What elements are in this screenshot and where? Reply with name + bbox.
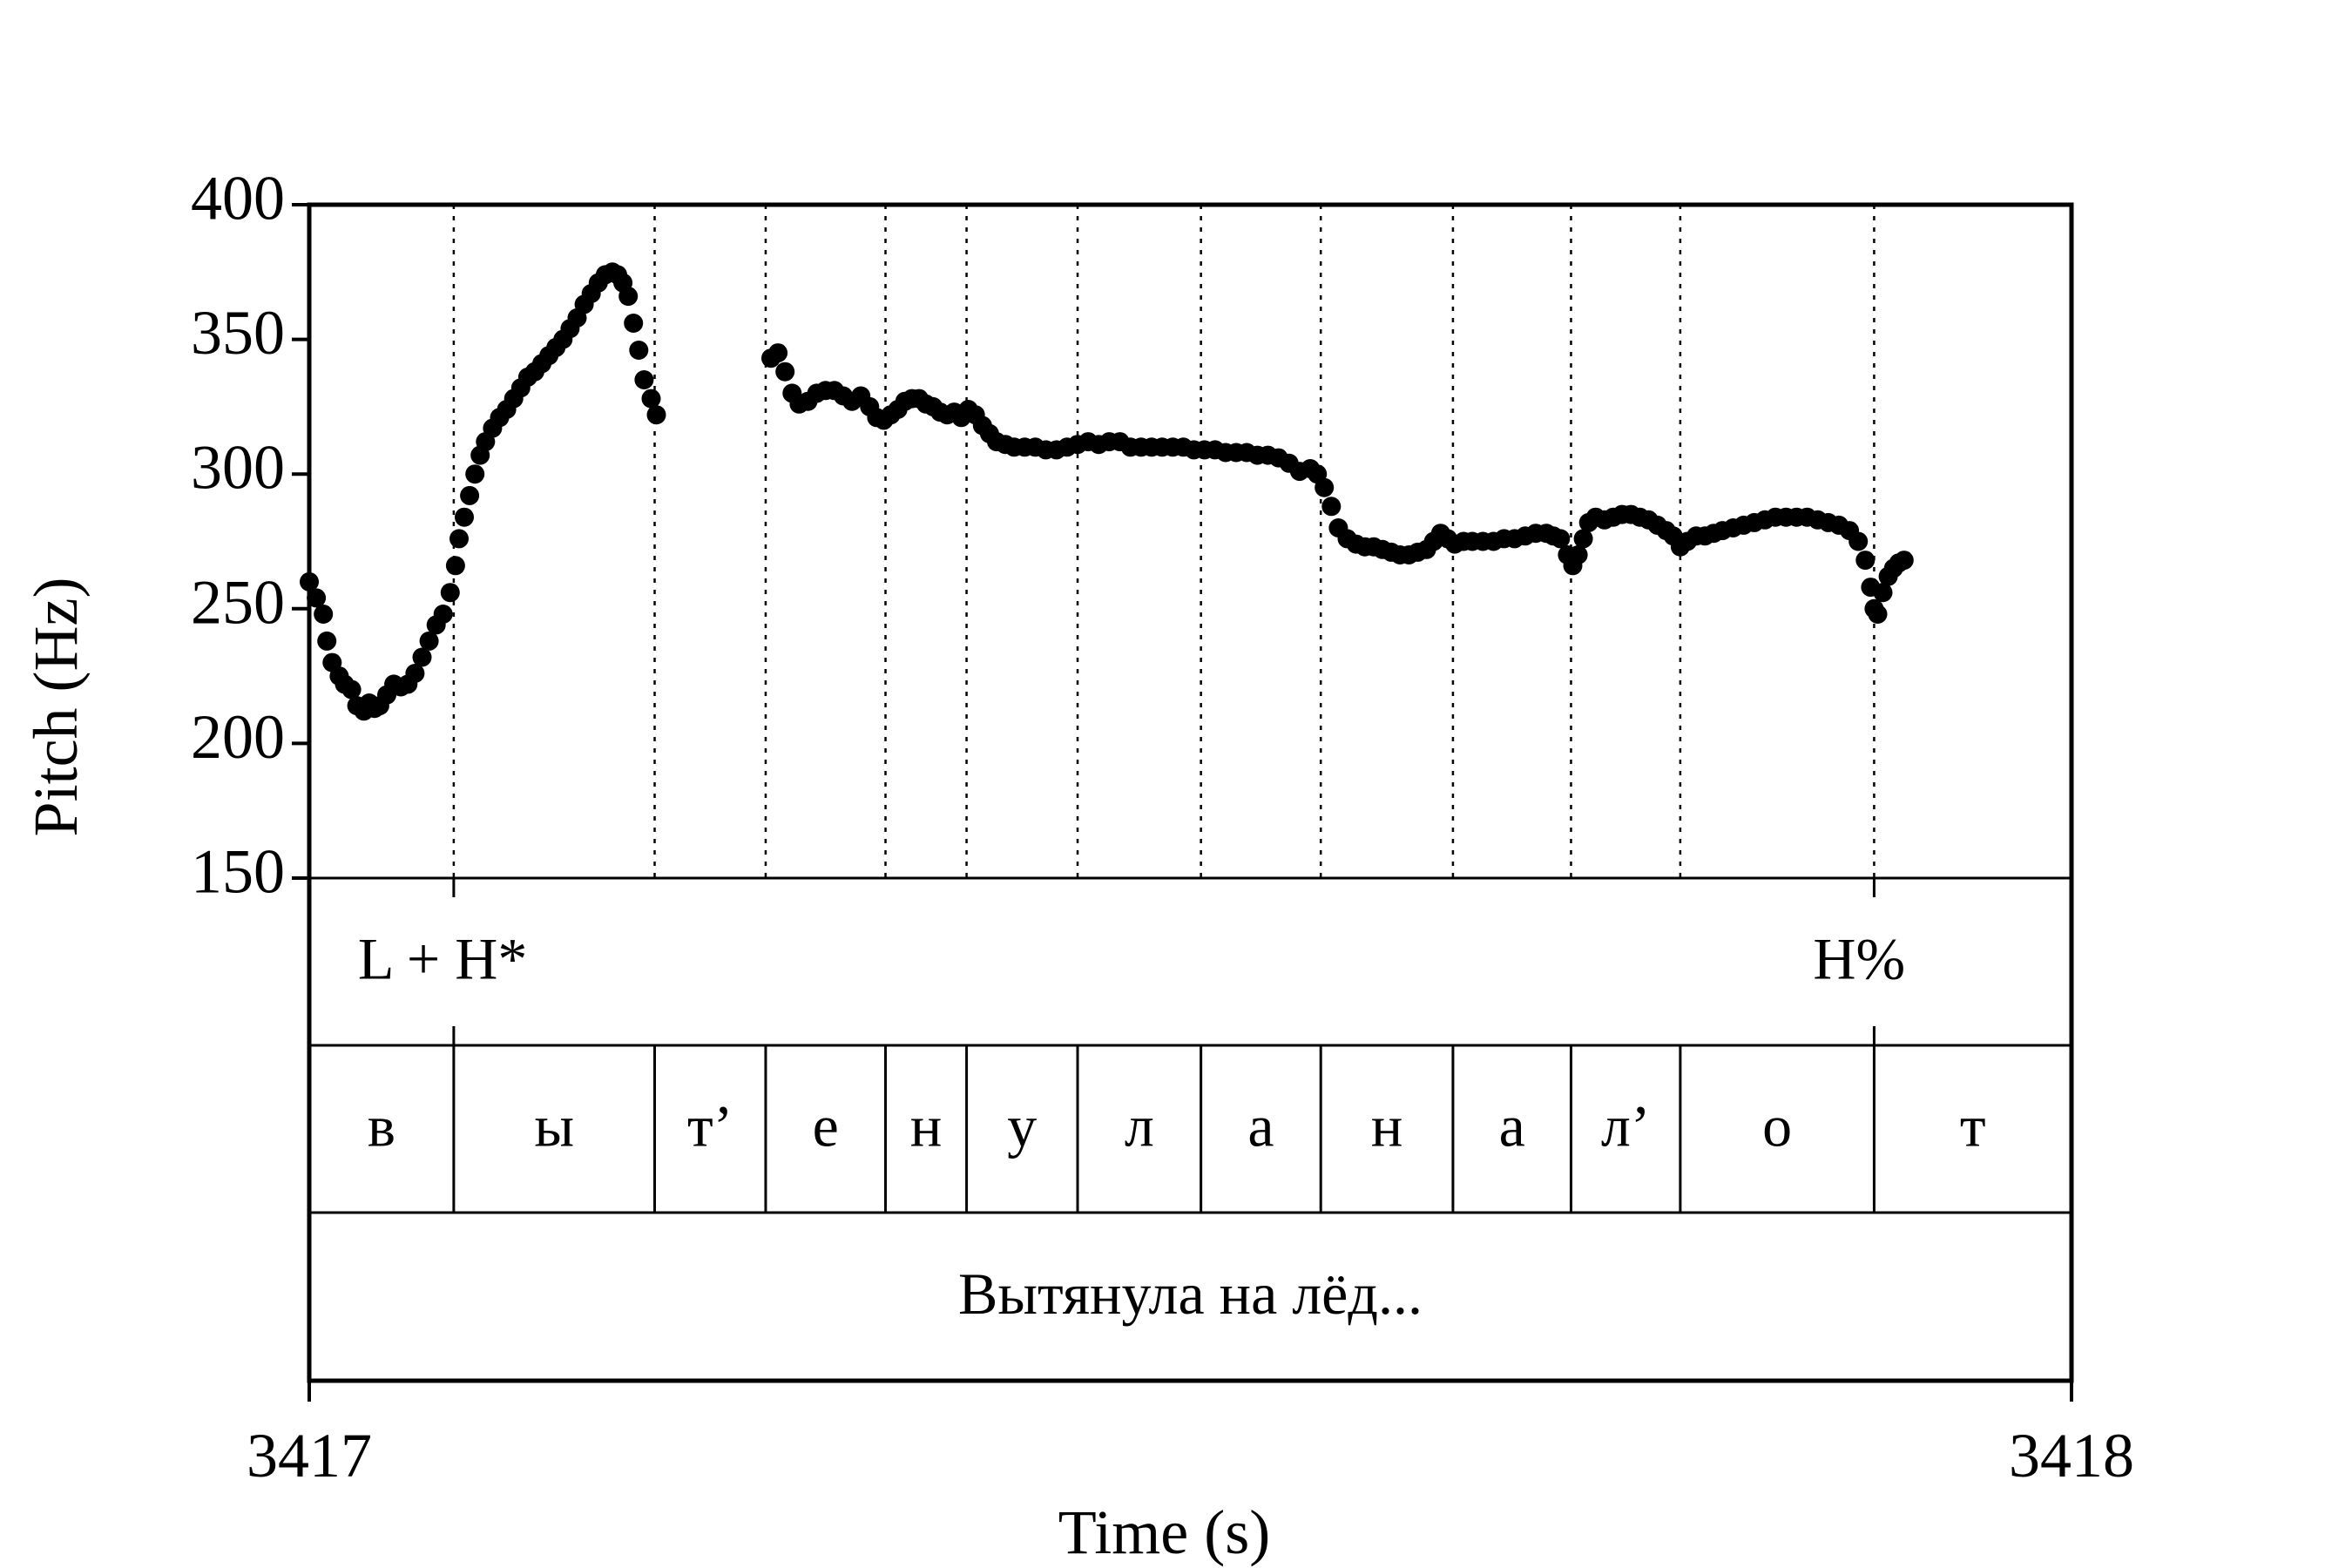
pitch-point xyxy=(419,631,439,651)
pitch-point xyxy=(634,370,654,389)
y-axis: 150 200 250 300 350 400 xyxy=(191,164,309,907)
segment-label: в xyxy=(368,1093,395,1159)
pitch-point xyxy=(307,588,327,608)
tone-label: H% xyxy=(1813,926,1905,992)
pitch-point xyxy=(629,341,649,360)
pitch-point xyxy=(460,485,480,505)
pitch-point xyxy=(1321,497,1342,517)
pitch-point xyxy=(1315,477,1335,497)
y-tick-label: 250 xyxy=(191,567,285,637)
pitch-point xyxy=(618,287,639,307)
pitch-point xyxy=(433,605,453,624)
boundary-lines xyxy=(452,205,1876,1045)
segment-label: а xyxy=(1499,1093,1525,1159)
segment-label: н xyxy=(1371,1093,1402,1159)
pitch-point xyxy=(1848,531,1869,551)
segment-label: у xyxy=(1007,1093,1037,1159)
segment-label: л xyxy=(1125,1093,1154,1159)
segment-label: е xyxy=(813,1093,839,1159)
pitch-point xyxy=(317,631,337,651)
pitch-point xyxy=(1894,551,1914,571)
segment-label: ы xyxy=(534,1093,574,1159)
pitch-point xyxy=(1573,529,1593,549)
pitch-point xyxy=(455,507,474,527)
tone-label: L + H* xyxy=(358,926,527,992)
pitch-point xyxy=(341,679,362,700)
pitch-point xyxy=(1551,529,1571,549)
pitch-point xyxy=(465,464,485,484)
tone-tier: L + H* H% xyxy=(358,926,1905,992)
pitch-point xyxy=(1873,583,1893,603)
x-tick-label: 3417 xyxy=(247,1421,372,1490)
segment-label: т’ xyxy=(687,1093,733,1159)
phrase-tier: Вытянула на лёд... xyxy=(958,1260,1423,1327)
pitch-point xyxy=(1855,551,1876,571)
x-axis: 3417 3418 xyxy=(247,1381,2134,1490)
y-axis-title: Pitch (Hz) xyxy=(21,578,91,837)
x-axis-title: Time (s) xyxy=(1058,1497,1270,1567)
y-tick-label: 300 xyxy=(191,433,285,503)
pitch-point xyxy=(445,556,465,576)
pitch-point xyxy=(440,583,460,603)
pitch-point xyxy=(768,343,788,363)
pitch-point xyxy=(1568,545,1588,564)
chart-frame xyxy=(307,202,2074,1383)
segment-label: н xyxy=(910,1093,942,1159)
pitch-point xyxy=(775,362,795,382)
pitch-point xyxy=(449,529,469,549)
pitch-point xyxy=(405,664,425,683)
pitch-point xyxy=(646,405,666,425)
segment-label: т xyxy=(1960,1093,1986,1159)
segment-label: л’ xyxy=(1601,1093,1651,1159)
segment-label: о xyxy=(1762,1093,1792,1159)
pitch-point xyxy=(641,389,661,409)
pitch-point xyxy=(412,647,432,667)
pitch-point xyxy=(1868,605,1888,624)
y-tick-label: 150 xyxy=(191,837,285,907)
y-tick-label: 200 xyxy=(191,702,285,772)
y-tick-label: 350 xyxy=(191,298,285,368)
segment-label: а xyxy=(1247,1093,1274,1159)
pitch-series xyxy=(300,262,1914,721)
phrase-label: Вытянула на лёд... xyxy=(958,1260,1423,1327)
x-tick-label: 3418 xyxy=(2009,1421,2134,1490)
segment-tier: в ы т’ е н у л а н а л’ о т xyxy=(368,1045,1986,1213)
pitch-point xyxy=(624,314,644,333)
pitch-point xyxy=(314,605,334,624)
y-tick-label: 400 xyxy=(191,164,285,233)
